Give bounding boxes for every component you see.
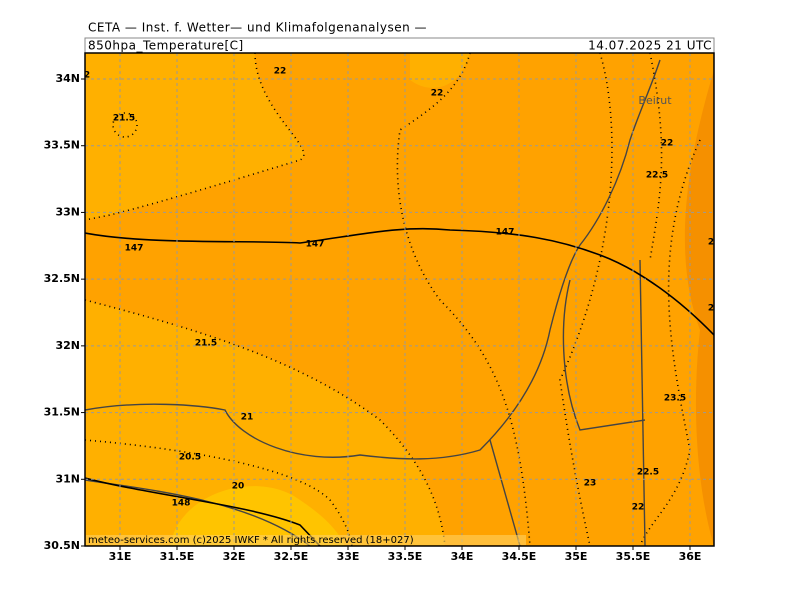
axis-ticks: 31E 31.5E 32E 32.5E 33E 33.5E 34E 34.5E 35E 35.5E… (44, 72, 702, 563)
contour-label: 23.5 (664, 394, 686, 404)
valid-time: 14.07.2025 21 UTC (588, 39, 712, 53)
lon-tick-label: 35.5E (616, 550, 651, 563)
contour-label: 21.5 (195, 339, 217, 349)
lat-tick-label: 33.5N (44, 139, 80, 152)
lon-tick-label: 36E (679, 550, 702, 563)
contour-label: 22.5 (646, 171, 668, 181)
footer-bg (86, 535, 526, 545)
lat-tick-label: 30.5N (44, 539, 80, 552)
contour-label: 21.5 (113, 114, 135, 124)
contour-label: 22.5 (637, 468, 659, 478)
lat-tick-label: 34N (55, 72, 80, 85)
lon-tick-label: 31E (109, 550, 132, 563)
lon-tick-label: 32E (223, 550, 246, 563)
map-frame (84, 52, 715, 547)
contour-label: 147 (125, 244, 144, 254)
contour-label: 2 (708, 238, 714, 248)
isotherms (85, 53, 701, 546)
contour-label: 147 (496, 228, 515, 238)
field-light (85, 300, 445, 546)
lon-tick-label: 33.5E (388, 550, 423, 563)
lon-tick-label: 34E (451, 550, 474, 563)
contour-label: 148 (172, 499, 191, 509)
lon-tick-label: 35E (565, 550, 588, 563)
city-label: Beirut (638, 94, 672, 107)
contour-label: 20 (232, 482, 245, 492)
contour-label: 22 (431, 89, 444, 99)
lon-tick-label: 34.5E (502, 550, 537, 563)
lon-tick-label: 32.5E (274, 550, 309, 563)
contour-label: 22 (274, 67, 287, 77)
geopotential-147 (85, 227, 714, 336)
geopotential-148 (85, 477, 321, 546)
field-light (410, 53, 470, 88)
contour-label: 21 (241, 413, 254, 423)
graticule (85, 53, 714, 546)
contour-label: 2 (708, 304, 714, 314)
field-yellow (170, 486, 345, 546)
lat-tick-label: 31N (55, 472, 80, 485)
lat-tick-label: 32N (55, 339, 80, 352)
contour-label: 20.5 (179, 453, 201, 463)
institute: CETA — Inst. f. Wetter— und Klimafolgena… (88, 21, 427, 35)
parameter: 850hpa_Temperature[C] (88, 39, 244, 53)
contour-label: 22 (632, 503, 645, 513)
lat-tick-label: 33N (55, 205, 80, 218)
field-light (85, 53, 304, 220)
lat-tick-label: 31.5N (44, 406, 80, 419)
contour-label: 22 (661, 139, 674, 149)
footer: meteo-services.com (c)2025 IWKF * All ri… (88, 535, 414, 546)
lat-tick-label: 32.5N (44, 272, 80, 285)
contour-label: 23 (584, 479, 597, 489)
lon-tick-label: 31.5E (160, 550, 195, 563)
field-dark (684, 70, 714, 546)
lon-tick-label: 33E (337, 550, 360, 563)
contour-label: 2 (84, 71, 90, 81)
contour-label: 147 (306, 240, 325, 250)
